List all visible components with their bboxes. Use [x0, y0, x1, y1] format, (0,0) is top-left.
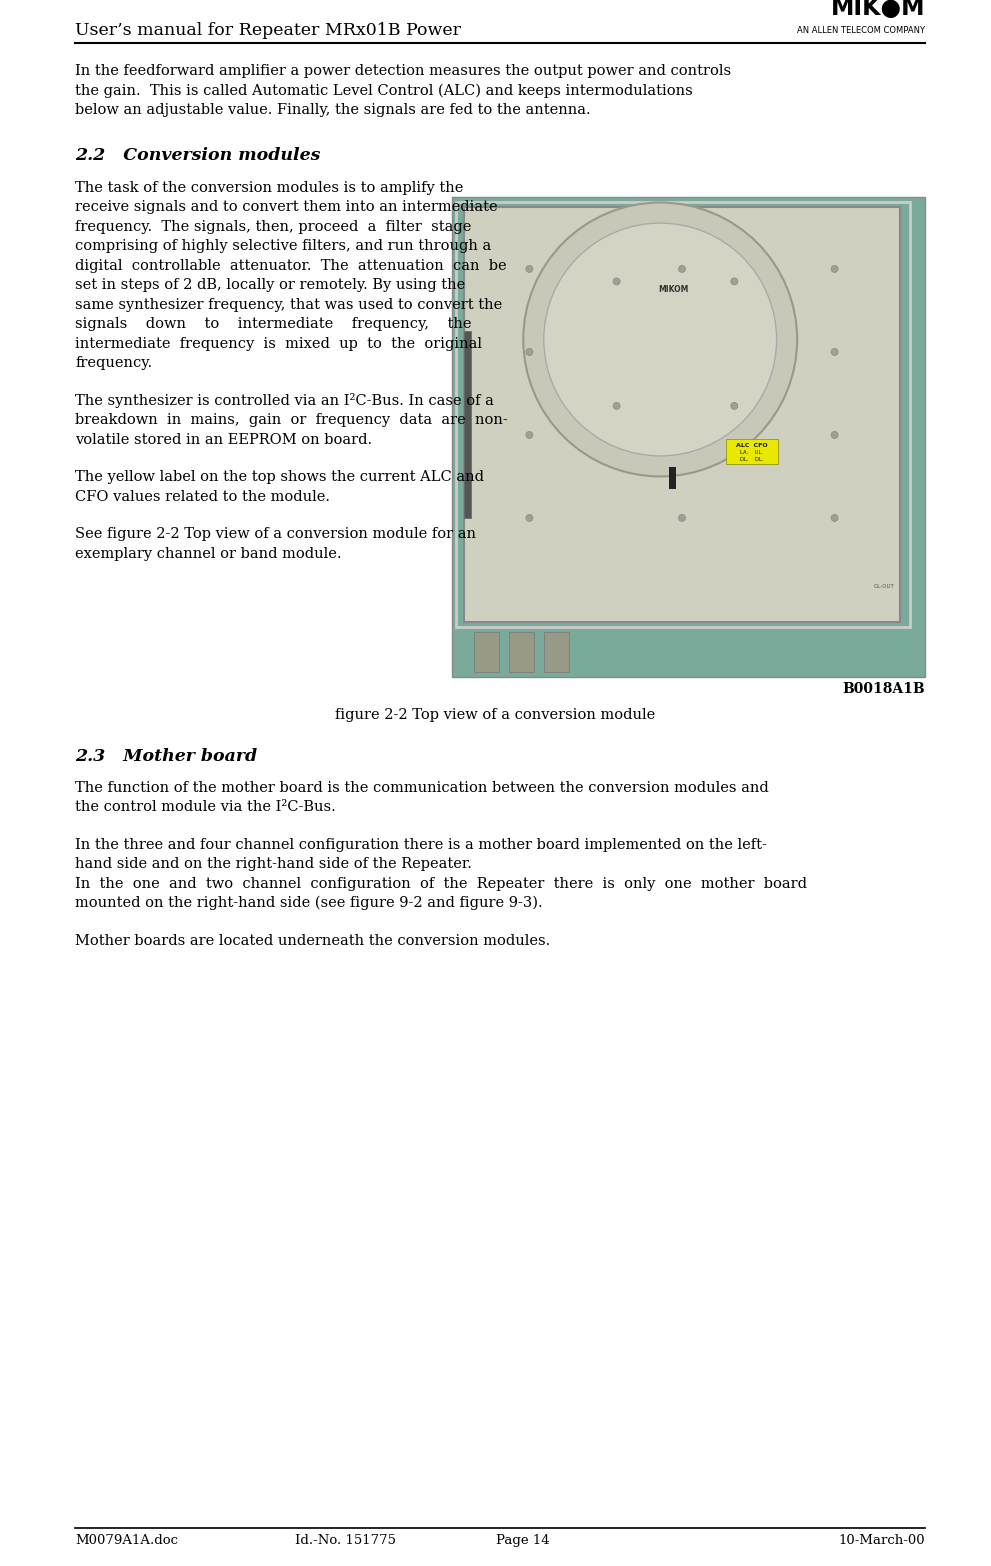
Circle shape — [679, 515, 686, 521]
Text: MIKOM: MIKOM — [658, 285, 689, 294]
Text: hand side and on the right-hand side of the Repeater.: hand side and on the right-hand side of … — [75, 858, 472, 871]
Text: LA.    UL.: LA. UL. — [740, 451, 763, 456]
Circle shape — [526, 432, 533, 438]
Text: See figure 2-2 Top view of a conversion module for an: See figure 2-2 Top view of a conversion … — [75, 528, 476, 542]
Text: The synthesizer is controlled via an I²C-Bus. In case of a: The synthesizer is controlled via an I²C… — [75, 393, 494, 407]
Circle shape — [730, 402, 738, 409]
Bar — [464, 330, 471, 518]
Bar — [452, 197, 925, 677]
Circle shape — [544, 222, 777, 456]
Text: B0018A1B: B0018A1B — [842, 681, 925, 695]
Circle shape — [613, 402, 620, 409]
Text: set in steps of 2 dB, locally or remotely. By using the: set in steps of 2 dB, locally or remotel… — [75, 279, 465, 293]
Circle shape — [831, 515, 838, 521]
Circle shape — [526, 515, 533, 521]
Text: 10-March-00: 10-March-00 — [838, 1535, 925, 1547]
Text: the control module via the I²C-Bus.: the control module via the I²C-Bus. — [75, 800, 336, 814]
Bar — [669, 467, 676, 489]
Text: GL-OUT: GL-OUT — [874, 584, 895, 589]
Circle shape — [526, 266, 533, 272]
Text: In the feedforward amplifier a power detection measures the output power and con: In the feedforward amplifier a power det… — [75, 64, 731, 78]
Circle shape — [526, 349, 533, 355]
Bar — [474, 631, 499, 672]
Text: The yellow label on the top shows the current ALC and: The yellow label on the top shows the cu… — [75, 470, 484, 484]
Text: AN ALLEN TELECOM COMPANY: AN ALLEN TELECOM COMPANY — [797, 27, 925, 34]
Circle shape — [831, 266, 838, 272]
Text: below an adjustable value. Finally, the signals are fed to the antenna.: below an adjustable value. Finally, the … — [75, 103, 591, 117]
Text: digital  controllable  attenuator.  The  attenuation  can  be: digital controllable attenuator. The att… — [75, 258, 506, 272]
Text: Page 14: Page 14 — [496, 1535, 549, 1547]
Text: breakdown  in  mains,  gain  or  frequency  data  are  non-: breakdown in mains, gain or frequency da… — [75, 413, 507, 428]
Bar — [544, 631, 569, 672]
Text: frequency.  The signals, then, proceed  a  filter  stage: frequency. The signals, then, proceed a … — [75, 219, 472, 233]
Circle shape — [831, 432, 838, 438]
Circle shape — [613, 277, 620, 285]
Text: 2.3   Mother board: 2.3 Mother board — [75, 747, 257, 764]
Text: In  the  one  and  two  channel  configuration  of  the  Repeater  there  is  on: In the one and two channel configuration… — [75, 877, 807, 891]
Text: 2.2   Conversion modules: 2.2 Conversion modules — [75, 147, 320, 164]
Text: comprising of highly selective filters, and run through a: comprising of highly selective filters, … — [75, 240, 492, 254]
Text: exemplary channel or band module.: exemplary channel or band module. — [75, 547, 342, 561]
Text: intermediate  frequency  is  mixed  up  to  the  original: intermediate frequency is mixed up to th… — [75, 337, 482, 351]
Circle shape — [679, 266, 686, 272]
Text: frequency.: frequency. — [75, 355, 153, 370]
Text: ALC  CFO: ALC CFO — [735, 443, 767, 448]
Text: Id.-No. 151775: Id.-No. 151775 — [295, 1535, 396, 1547]
Circle shape — [523, 202, 797, 476]
Text: User’s manual for Repeater MRx01B Power: User’s manual for Repeater MRx01B Power — [75, 22, 461, 39]
Text: M0079A1A.doc: M0079A1A.doc — [75, 1535, 178, 1547]
Bar — [456, 202, 910, 626]
Text: CFO values related to the module.: CFO values related to the module. — [75, 490, 330, 504]
Text: signals    down    to    intermediate    frequency,    the: signals down to intermediate frequency, … — [75, 318, 472, 330]
Bar — [509, 631, 534, 672]
Text: DL.    DL.: DL. DL. — [740, 457, 763, 462]
Text: mounted on the right-hand side (see figure 9-2 and figure 9-3).: mounted on the right-hand side (see figu… — [75, 896, 543, 910]
Bar — [452, 197, 925, 677]
Circle shape — [730, 277, 738, 285]
Text: receive signals and to convert them into an intermediate: receive signals and to convert them into… — [75, 200, 497, 215]
Text: figure 2-2 Top view of a conversion module: figure 2-2 Top view of a conversion modu… — [335, 708, 656, 722]
Text: volatile stored in an EEPROM on board.: volatile stored in an EEPROM on board. — [75, 432, 373, 446]
Text: the gain.  This is called Automatic Level Control (ALC) and keeps intermodulatio: the gain. This is called Automatic Level… — [75, 83, 693, 97]
Circle shape — [831, 349, 838, 355]
Text: The function of the mother board is the communication between the conversion mod: The function of the mother board is the … — [75, 781, 769, 796]
Text: MIK●M: MIK●M — [830, 0, 925, 20]
Text: Mother boards are located underneath the conversion modules.: Mother boards are located underneath the… — [75, 933, 550, 947]
Text: The task of the conversion modules is to amplify the: The task of the conversion modules is to… — [75, 180, 464, 194]
Bar — [464, 207, 900, 622]
Bar — [725, 438, 778, 464]
Text: In the three and four channel configuration there is a mother board implemented : In the three and four channel configurat… — [75, 838, 767, 852]
Text: same synthesizer frequency, that was used to convert the: same synthesizer frequency, that was use… — [75, 298, 502, 312]
